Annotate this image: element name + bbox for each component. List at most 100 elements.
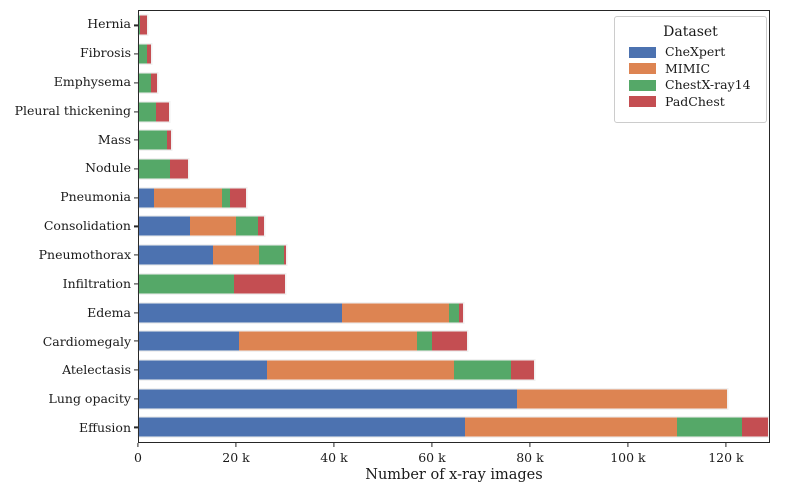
x-axis-tick-label: 40 k [320, 450, 348, 465]
legend-label: ChestX-ray14 [665, 77, 751, 92]
bar-stack [139, 274, 286, 294]
y-axis-tick-mark [134, 426, 138, 429]
bar-segment-padchest [151, 73, 158, 93]
bar-segment-mimic [238, 331, 418, 351]
bar-segment-mimic [266, 360, 455, 380]
y-axis-tick-mark [134, 53, 138, 55]
y-axis-category-label: Lung opacity [48, 391, 131, 407]
bar-segment-chexpert [139, 389, 518, 409]
bar-segment-padchest [258, 216, 264, 236]
bar-row [134, 327, 769, 356]
y-axis-tick-mark [134, 283, 138, 285]
y-axis-tick-mark [134, 369, 138, 371]
bar-stack [139, 389, 727, 409]
bar-segment-padchest [140, 15, 147, 35]
bar-segment-chestx-ray14 [454, 360, 511, 380]
y-axis-category-label: Nodule [85, 160, 131, 176]
x-axis-tick-label: 0 [134, 450, 142, 465]
legend-swatch-icon [629, 96, 656, 108]
bar-row [134, 155, 769, 184]
bar-segment-mimic [189, 216, 236, 236]
bar-segment-chestx-ray14 [139, 274, 235, 294]
y-axis-tick-mark [134, 197, 138, 199]
x-axis-tick-label: 120 k [708, 450, 744, 465]
y-axis-tick-mark [134, 225, 138, 227]
y-axis-tick-mark [134, 24, 138, 26]
x-axis-tick-label: 20 k [222, 450, 250, 465]
bar-segment-padchest [170, 159, 188, 179]
y-axis-tick-mark [134, 254, 138, 256]
y-axis-tick-mark [134, 340, 138, 342]
x-axis-tick-mark [431, 443, 433, 447]
y-axis-category-label: Emphysema [53, 73, 131, 89]
y-axis-category-label: Pleural thickening [14, 102, 131, 118]
bar-stack [139, 44, 151, 64]
y-axis-category-label: Atelectasis [62, 362, 131, 378]
x-axis-tick-mark [725, 443, 727, 447]
x-axis-tick-label: 100 k [610, 450, 646, 465]
bar-segment-chestx-ray14 [676, 417, 742, 437]
bar-segment-mimic [154, 188, 222, 208]
bar-stack [139, 303, 464, 323]
bar-row [134, 356, 769, 385]
x-axis-tick-mark [529, 443, 531, 447]
legend-item: PadChest [629, 95, 756, 109]
legend-item: CheXpert [629, 44, 756, 59]
legend-item: MIMIC [629, 60, 756, 76]
bar-row [134, 413, 769, 442]
bar-segment-chexpert [139, 360, 267, 380]
bar-segment-padchest [432, 331, 468, 351]
y-axis-category-label: Cardiomegaly [42, 333, 131, 349]
legend-items: CheXpert MIMIC ChestX-ray14 PadChest [625, 44, 756, 109]
bar-segment-chestx-ray14 [139, 44, 148, 64]
legend-swatch-icon [629, 79, 656, 91]
bar-stack [139, 159, 188, 179]
bar-segment-chexpert [139, 417, 466, 437]
bar-stack [139, 130, 171, 150]
x-axis-tick-label: 60 k [418, 450, 446, 465]
bar-stack [139, 417, 768, 437]
y-axis-category-label: Mass [97, 131, 131, 147]
bar-row [134, 269, 769, 298]
bar-segment-padchest [459, 303, 464, 323]
bar-segment-chexpert [139, 188, 155, 208]
bar-segment-chestx-ray14 [448, 303, 460, 323]
bar-segment-padchest [229, 188, 246, 208]
bar-segment-chestx-ray14 [139, 73, 152, 93]
x-axis-tick-mark [235, 443, 237, 447]
bar-segment-mimic [465, 417, 677, 437]
legend-label: MIMIC [665, 60, 711, 76]
y-axis-category-label: Pneumonia [60, 189, 131, 205]
bar-segment-chestx-ray14 [139, 102, 156, 122]
y-axis-category-label: Fibrosis [79, 45, 131, 61]
bar-row [134, 11, 769, 40]
legend-swatch-icon [629, 63, 656, 75]
bar-segment-mimic [517, 389, 727, 409]
legend-title: Dataset [663, 24, 718, 40]
bar-segment-chexpert [139, 216, 190, 236]
bar-row [134, 241, 769, 270]
x-axis-label: Number of x-ray images [365, 467, 543, 483]
y-axis-category-label: Hernia [87, 16, 131, 32]
x-axis-tick-label: 80 k [516, 450, 544, 465]
bar-stack [139, 331, 468, 351]
x-axis-ticks: 0 20 k 40 k 60 k 80 k 100 k 120 k [134, 443, 770, 465]
bar-row [134, 298, 769, 327]
bar-row [134, 126, 769, 155]
x-axis-tick-mark [137, 443, 139, 447]
bar-segment-chexpert [139, 245, 213, 265]
legend-label: CheXpert [665, 44, 726, 59]
bar-segment-padchest [167, 130, 171, 150]
bar-stack [139, 102, 170, 122]
x-axis-tick-mark [333, 443, 335, 447]
bar-segment-padchest [741, 417, 768, 437]
bar-segment-chestx-ray14 [259, 245, 285, 265]
y-axis-labels: Hernia Fibrosis Emphysema Pleural thickenin… [0, 10, 131, 443]
bar-segment-chestx-ray14 [139, 130, 168, 150]
x-axis-tick-mark [627, 443, 629, 447]
bar-stack [139, 15, 147, 35]
bar-stack [139, 360, 534, 380]
y-axis-tick-mark [134, 398, 138, 400]
bar-segment-chestx-ray14 [139, 159, 170, 179]
bar-row [134, 68, 769, 97]
